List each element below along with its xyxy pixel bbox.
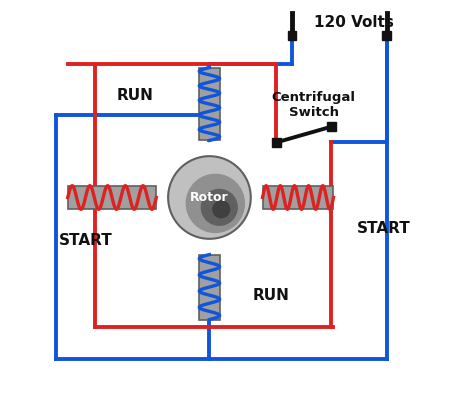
Bar	[272, 138, 281, 147]
Text: RUN: RUN	[253, 288, 290, 303]
Bar	[68, 186, 156, 209]
Bar	[288, 31, 296, 40]
Bar	[199, 68, 219, 141]
Bar	[382, 31, 391, 40]
Text: Centrifugal
Switch: Centrifugal Switch	[272, 91, 356, 119]
Text: Rotor: Rotor	[190, 191, 229, 204]
Bar	[199, 254, 219, 320]
Text: START: START	[59, 233, 112, 248]
Circle shape	[186, 174, 245, 233]
Bar	[327, 122, 336, 132]
Circle shape	[212, 200, 230, 218]
Text: RUN: RUN	[116, 88, 153, 103]
Text: START: START	[357, 222, 411, 237]
Text: 120 Volts: 120 Volts	[314, 15, 393, 30]
Circle shape	[168, 156, 251, 239]
Circle shape	[201, 189, 238, 226]
Bar	[155, 142, 264, 253]
Bar	[263, 186, 333, 209]
